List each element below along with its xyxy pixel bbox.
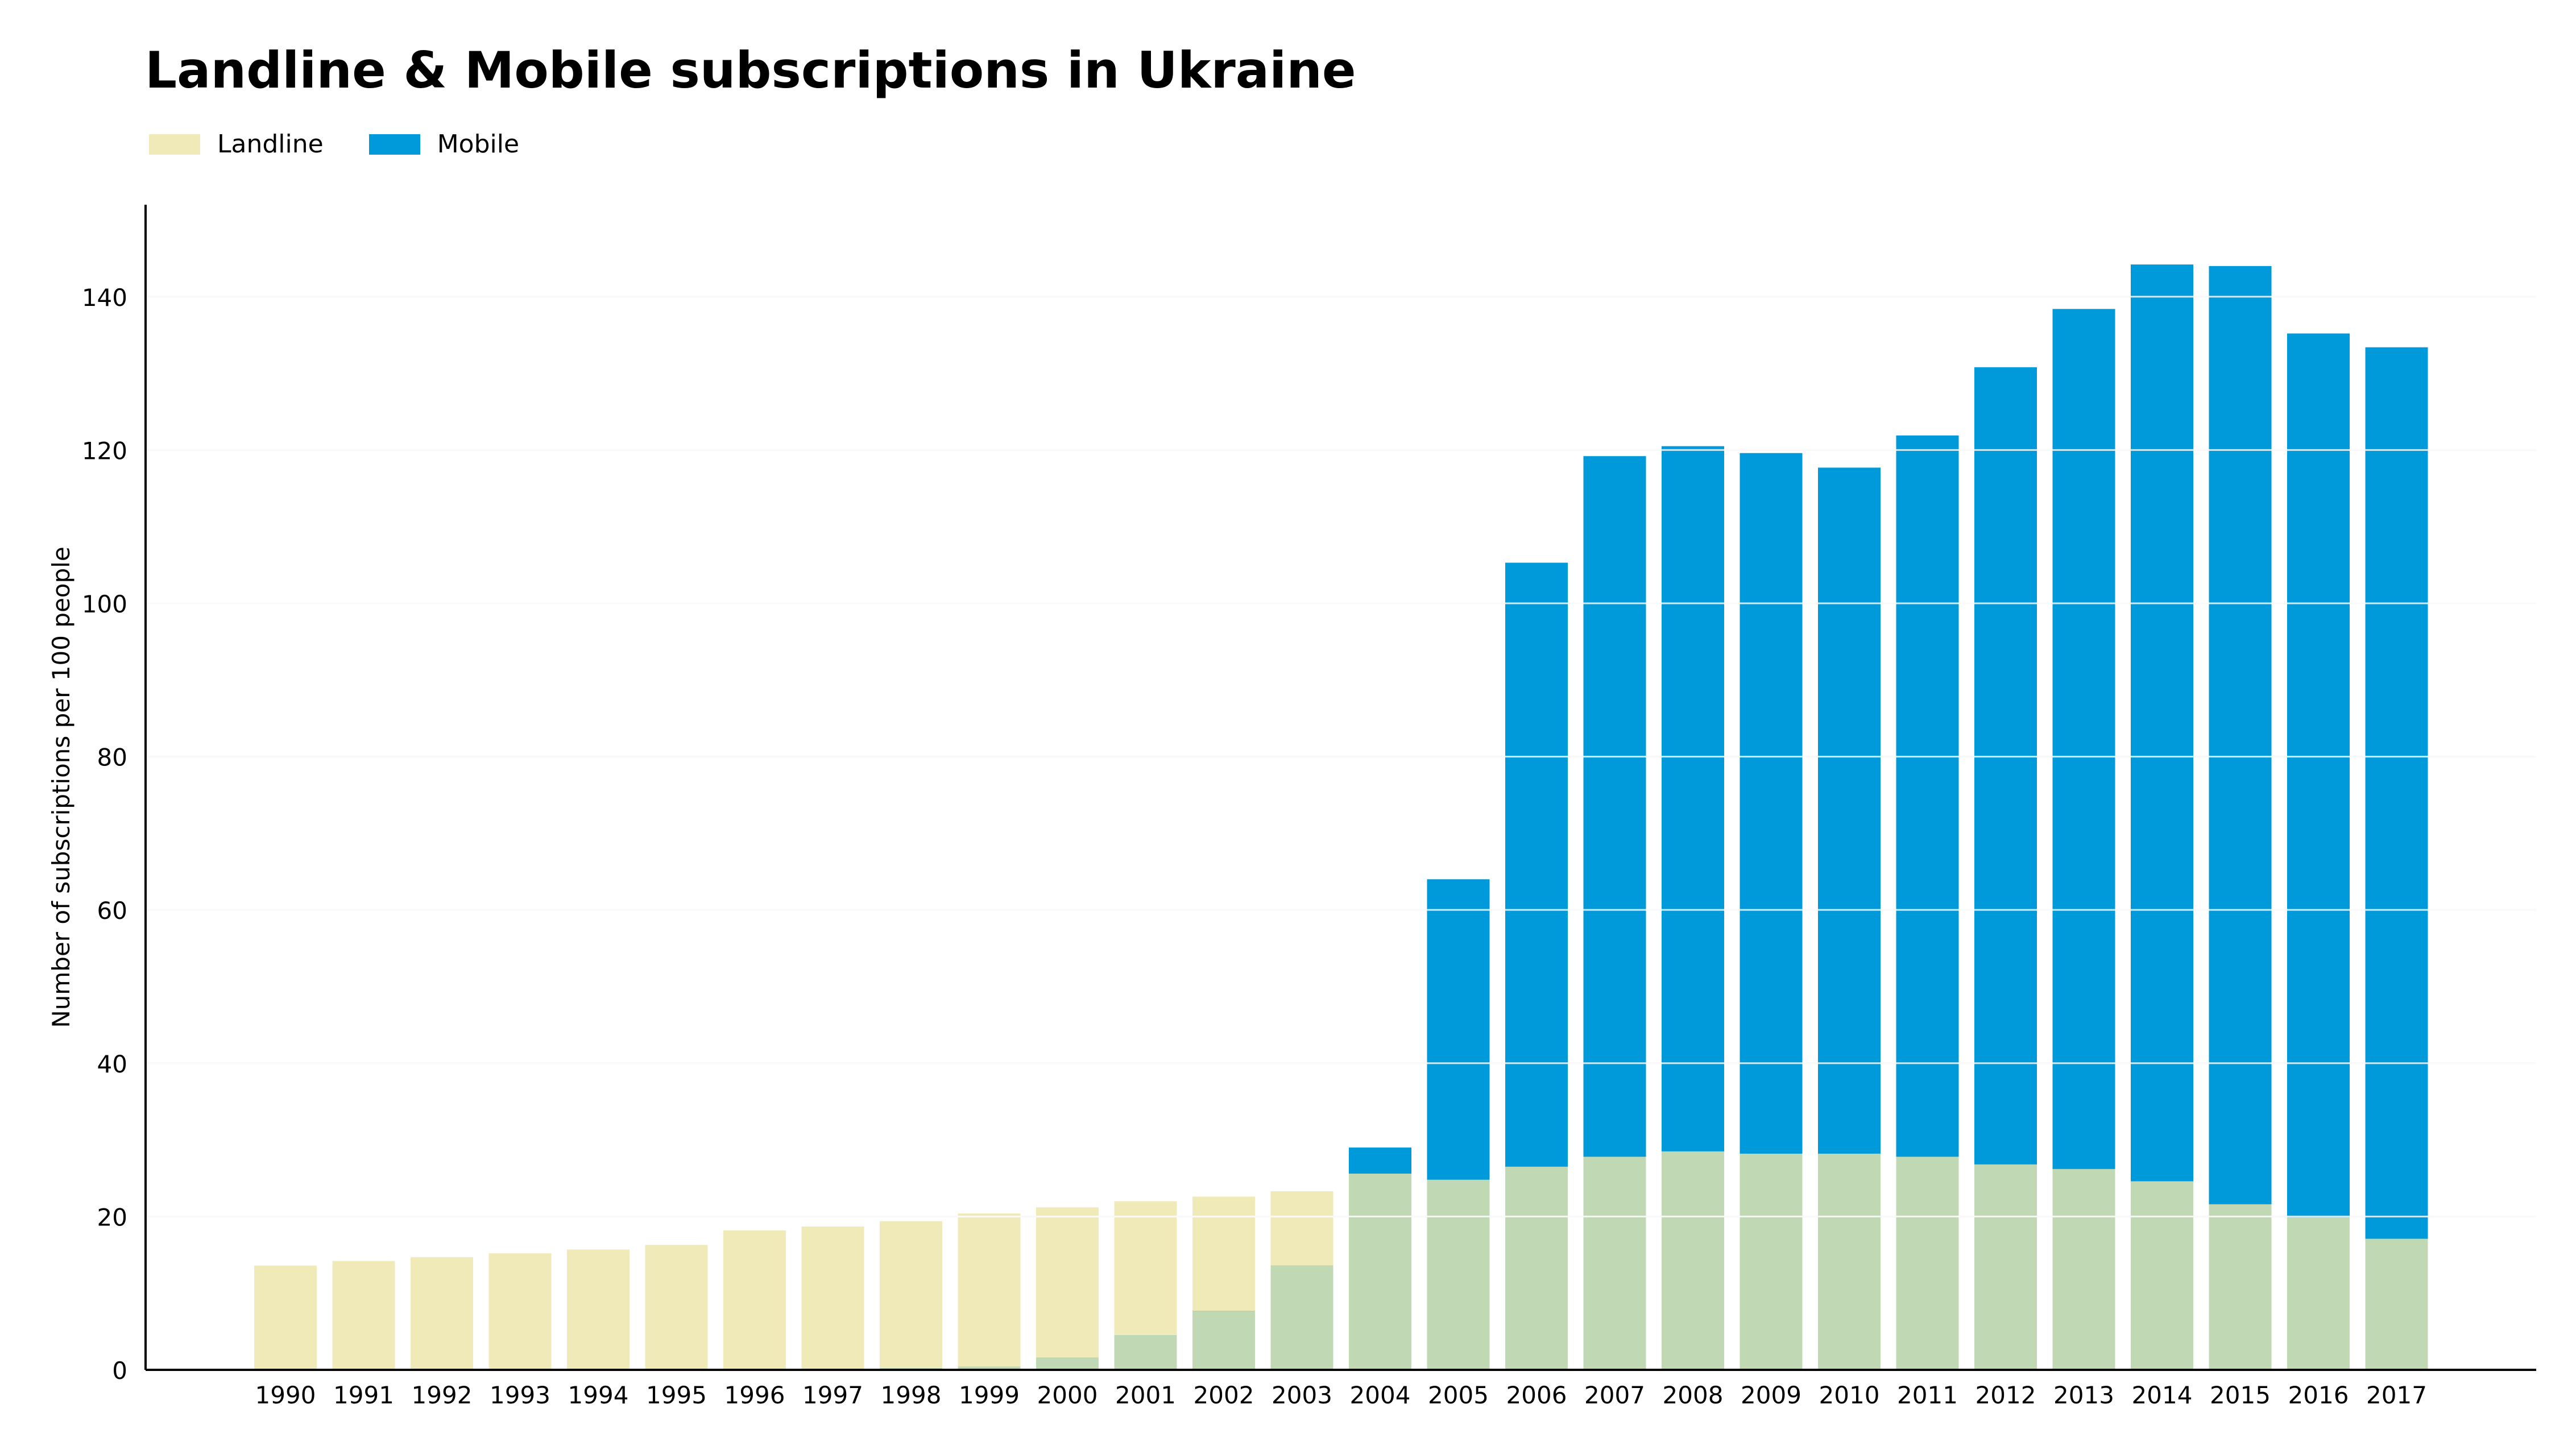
bar-landline-1998 [880, 1221, 942, 1370]
x-tick-label-2014: 2014 [2132, 1381, 2193, 1409]
legend-label-landline: Landline [217, 130, 324, 159]
x-tick-label-1998: 1998 [881, 1381, 942, 1409]
x-tick-label-2017: 2017 [2366, 1381, 2427, 1409]
x-tick-label-2012: 2012 [1976, 1381, 2036, 1409]
bar-landline-1991 [332, 1261, 395, 1370]
bar-overlap-2003 [1270, 1265, 1333, 1370]
bar-overlap-2015 [2209, 1204, 2272, 1370]
bar-landline-1999 [958, 1213, 1021, 1370]
bar-landline-1997 [801, 1226, 864, 1370]
x-tick-label-2006: 2006 [1506, 1381, 1567, 1409]
y-tick-label-20: 20 [97, 1203, 127, 1231]
legend-label-mobile: Mobile [437, 130, 520, 159]
bar-landline-1996 [723, 1230, 786, 1370]
bar-landline-1993 [488, 1253, 552, 1370]
bar-overlap-2010 [1818, 1153, 1881, 1370]
x-tick-label-2001: 2001 [1115, 1381, 1176, 1409]
legend-swatch-landline [149, 134, 200, 155]
bar-overlap-2004 [1349, 1173, 1411, 1370]
bar-landline-1994 [567, 1249, 629, 1370]
x-tick-label-2008: 2008 [1663, 1381, 1724, 1409]
bar-overlap-2011 [1896, 1157, 1959, 1370]
bar-overlap-2013 [2052, 1169, 2115, 1370]
bar-overlap-2017 [2365, 1238, 2428, 1370]
y-tick-label-120: 120 [82, 437, 127, 465]
x-tick-label-2013: 2013 [2053, 1381, 2114, 1409]
bar-overlap-2016 [2287, 1217, 2350, 1370]
y-tick-label-140: 140 [82, 284, 127, 312]
bar-overlap-2002 [1192, 1311, 1255, 1370]
bar-overlap-2006 [1505, 1166, 1568, 1370]
x-tick-label-1992: 1992 [412, 1381, 473, 1409]
bar-landline-1992 [411, 1257, 473, 1370]
legend: Landline Mobile [149, 130, 565, 159]
x-tick-label-2003: 2003 [1272, 1381, 1332, 1409]
x-tick-label-2015: 2015 [2210, 1381, 2271, 1409]
x-tick-label-2007: 2007 [1584, 1381, 1645, 1409]
bar-landline-1995 [645, 1245, 708, 1370]
x-tick-label-2016: 2016 [2288, 1381, 2349, 1409]
y-tick-label-100: 100 [82, 590, 127, 618]
legend-item-mobile: Mobile [368, 130, 520, 159]
bar-landline-1990 [254, 1265, 317, 1370]
x-tick-label-1991: 1991 [333, 1381, 394, 1409]
x-tick-label-1997: 1997 [802, 1381, 863, 1409]
x-tick-label-2010: 2010 [1819, 1381, 1880, 1409]
y-tick-label-0: 0 [112, 1357, 127, 1385]
y-tick-label-40: 40 [97, 1050, 127, 1078]
x-tick-label-1996: 1996 [724, 1381, 785, 1409]
x-tick-label-1994: 1994 [568, 1381, 629, 1409]
y-tick-label-80: 80 [97, 744, 127, 772]
bar-overlap-2005 [1427, 1179, 1490, 1370]
bar-overlap-2001 [1114, 1335, 1177, 1370]
bar-mobile-2017 [2365, 347, 2428, 1370]
x-tick-label-2002: 2002 [1194, 1381, 1254, 1409]
bar-overlap-2007 [1583, 1157, 1646, 1370]
bar-overlap-2012 [1974, 1164, 2037, 1370]
bar-overlap-2009 [1740, 1153, 1803, 1370]
x-tick-label-2000: 2000 [1037, 1381, 1098, 1409]
bar-overlap-2008 [1662, 1151, 1724, 1370]
x-tick-label-2004: 2004 [1350, 1381, 1411, 1409]
chart-title: Landline & Mobile subscriptions in Ukrai… [145, 41, 1356, 100]
x-tick-label-2009: 2009 [1741, 1381, 1801, 1409]
x-tick-label-2011: 2011 [1897, 1381, 1958, 1409]
bar-overlap-2000 [1036, 1357, 1099, 1370]
legend-swatch-mobile [368, 134, 420, 155]
legend-item-landline: Landline [149, 130, 324, 159]
x-tick-label-1990: 1990 [255, 1381, 316, 1409]
x-tick-label-2005: 2005 [1428, 1381, 1489, 1409]
y-tick-label-60: 60 [97, 897, 127, 925]
bar-landline-2000 [1036, 1207, 1099, 1370]
x-tick-label-1993: 1993 [490, 1381, 550, 1409]
bar-mobile-2016 [2287, 333, 2350, 1370]
bar-overlap-1999 [958, 1366, 1021, 1370]
x-tick-label-1995: 1995 [646, 1381, 707, 1409]
x-tick-label-1999: 1999 [959, 1381, 1020, 1409]
y-axis-label: Number of subscriptions per 100 people [47, 546, 75, 1028]
bar-overlap-2014 [2131, 1181, 2193, 1370]
